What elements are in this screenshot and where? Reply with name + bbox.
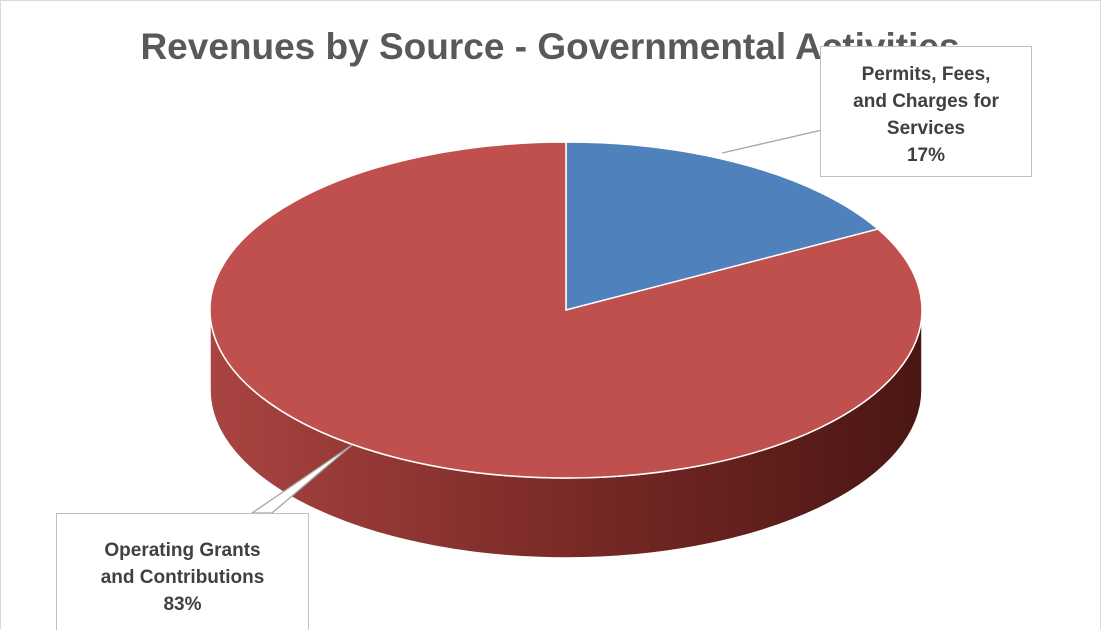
data-label-permits-line-3: Services xyxy=(886,118,966,139)
leader-line-permits xyxy=(722,129,823,154)
data-label-grants-line-2: and Contributions xyxy=(100,567,265,588)
pie-slice-grants xyxy=(209,141,923,479)
data-label-permits-percent: 17% xyxy=(906,145,946,166)
data-label-permits-line-1: Permits, Fees, xyxy=(861,64,991,85)
data-label-permits-line-2: and Charges for xyxy=(853,91,999,112)
data-label-grants: Operating Grants and Contributions 83% xyxy=(56,513,309,630)
data-label-permits: Permits, Fees, and Charges for Services … xyxy=(820,46,1032,177)
data-label-grants-percent: 83% xyxy=(163,594,202,615)
data-label-grants-line-1: Operating Grants xyxy=(104,540,261,561)
pie-slice-permits xyxy=(565,141,880,311)
